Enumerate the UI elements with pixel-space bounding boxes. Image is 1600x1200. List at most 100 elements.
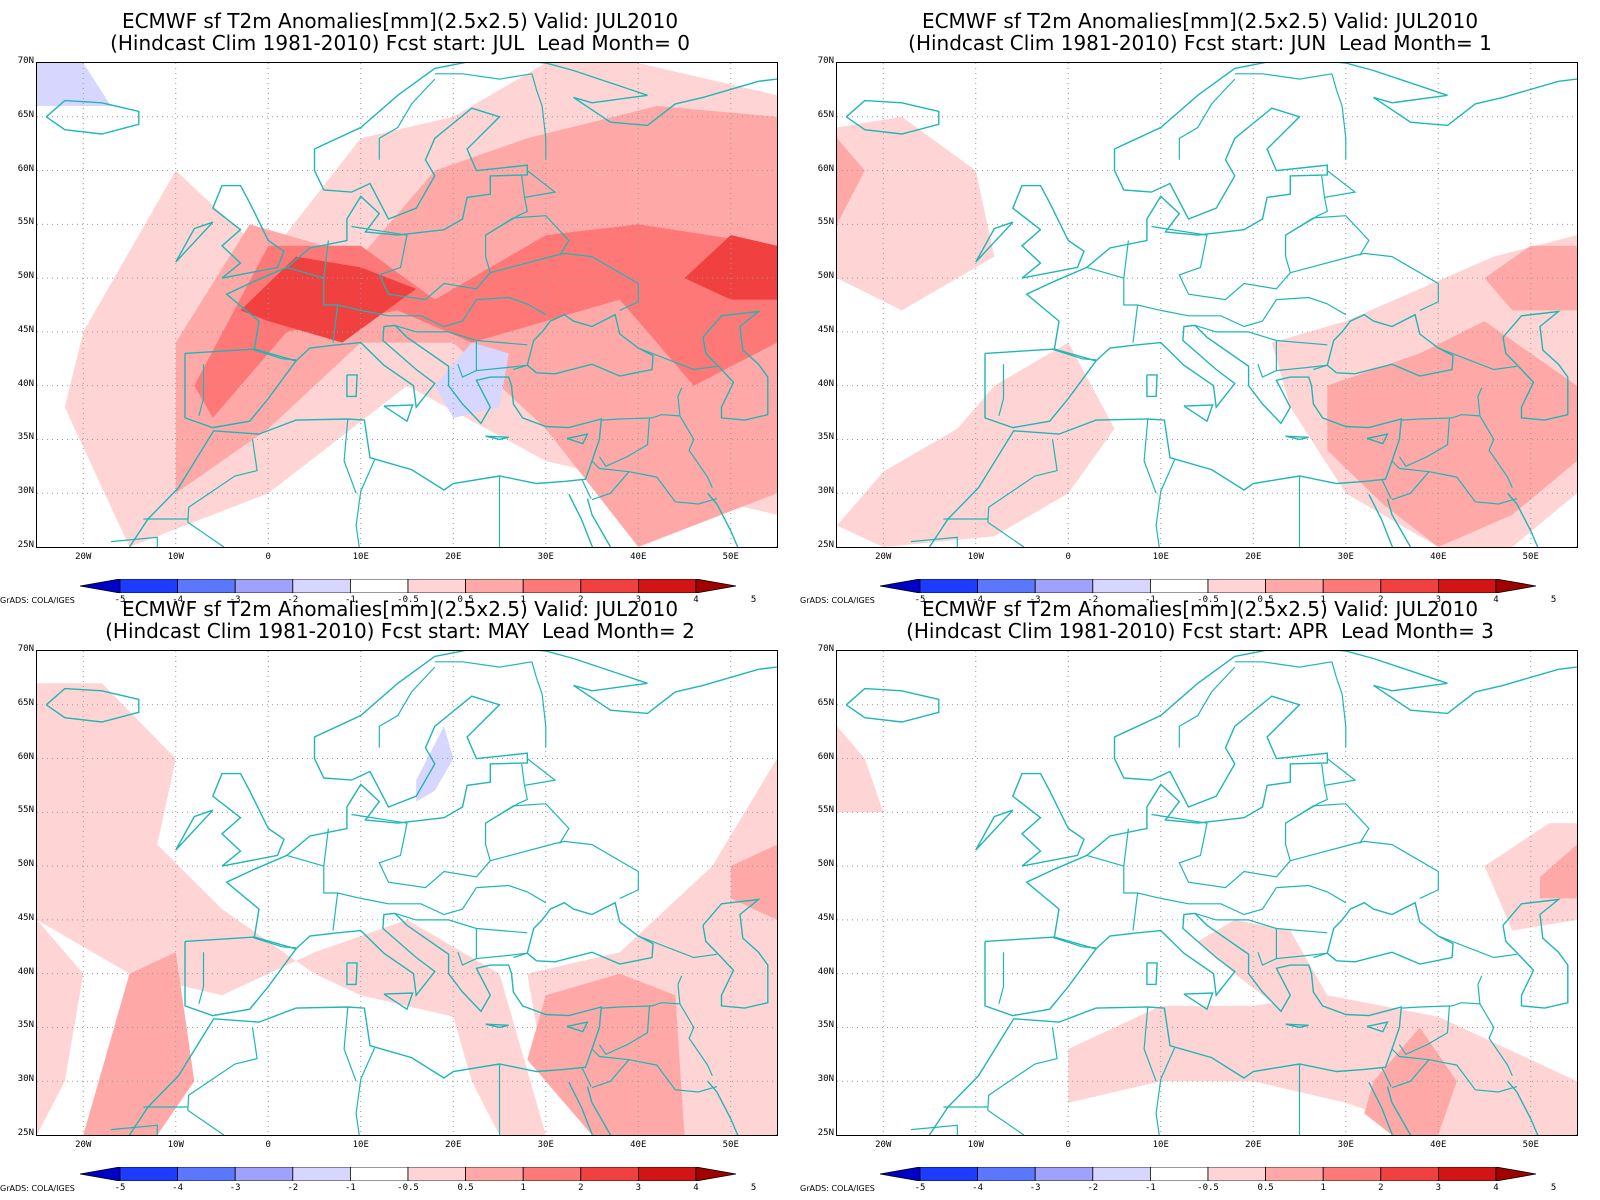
coastline <box>1368 493 1398 547</box>
lon-label: 20E <box>1245 1140 1262 1150</box>
country-border <box>1051 936 1097 949</box>
colorbar-swatch <box>119 1167 178 1181</box>
map-panel-lead-1: ECMWF sf T2m Anomalies[mm](2.5x2.5) Vali… <box>800 0 1600 605</box>
colorbar <box>80 579 736 593</box>
anomaly-map-svg <box>37 63 777 547</box>
country-border <box>638 347 717 371</box>
anomaly-region <box>1068 995 1577 1135</box>
colorbar-swatch <box>1149 1167 1209 1181</box>
coastline <box>984 936 1098 1017</box>
colorbar-swatch <box>695 579 736 593</box>
colorbar-swatch <box>177 1167 236 1181</box>
map-panel-lead-3: ECMWF sf T2m Anomalies[mm](2.5x2.5) Vali… <box>800 588 1600 1193</box>
coastline <box>586 1086 612 1135</box>
colorbar-swatch <box>234 1167 294 1181</box>
lat-label: 55N <box>17 805 34 816</box>
country-border <box>1151 763 1328 889</box>
colorbar-tick-label: -4 <box>972 595 984 605</box>
lat-label: 35N <box>17 1020 34 1031</box>
colorbar-tick-label: -2 <box>287 1183 299 1193</box>
anomaly-region <box>37 683 546 1135</box>
coastline <box>383 992 414 1011</box>
country-border <box>355 1047 376 1135</box>
colorbar-tick-label: 0.5 <box>457 1183 474 1193</box>
map-panel-lead-0: ECMWF sf T2m Anomalies[mm](2.5x2.5) Vali… <box>0 0 800 605</box>
country-border <box>1324 170 1357 198</box>
anomaly-region <box>37 63 111 106</box>
anomaly-region <box>83 952 195 1135</box>
colorbar-swatch <box>292 1167 351 1181</box>
coastline <box>568 493 598 547</box>
country-border <box>187 1109 225 1135</box>
country-border <box>601 387 683 421</box>
coastline <box>707 492 777 547</box>
country-border <box>394 912 528 934</box>
colorbar-tick-label: -5 <box>114 1183 126 1193</box>
colorbar-tick-label: 3 <box>1435 1183 1442 1193</box>
anomaly-region <box>837 138 865 225</box>
country-border <box>1381 1066 1392 1087</box>
country-border <box>286 266 339 343</box>
colorbar-tick-label: -0.5 <box>1197 595 1219 605</box>
country-border <box>591 1048 631 1089</box>
coastline <box>984 348 1098 429</box>
coastline <box>1386 498 1412 547</box>
lat-label: 65N <box>17 697 34 708</box>
coastline <box>211 184 285 279</box>
lon-label: 20W <box>875 1140 892 1150</box>
lon-label: 30E <box>1337 1140 1354 1150</box>
lat-label: 55N <box>817 217 834 228</box>
colorbar-tick-label: -2 <box>287 595 299 605</box>
colorbar-tick-label: 1 <box>1320 595 1326 605</box>
country-border <box>513 364 528 371</box>
colorbar-swatch <box>1495 1167 1536 1181</box>
panel-title-line2: (Hindcast Clim 1981-2010) Fcst start: JU… <box>110 31 690 55</box>
colorbar-tick-label: 5 <box>750 1183 757 1193</box>
country-border <box>987 1109 1025 1135</box>
coastline <box>225 63 777 350</box>
coastline <box>526 313 654 377</box>
colorbar-tick-label: -2 <box>1087 595 1099 605</box>
country-border <box>1086 266 1139 343</box>
lon-label: 10W <box>167 552 184 562</box>
coastline <box>1366 1021 1389 1033</box>
country-border <box>1401 387 1483 421</box>
coastline <box>1507 1080 1577 1135</box>
country-border <box>323 240 329 279</box>
coastline <box>225 651 777 938</box>
anomaly-region <box>1540 844 1577 899</box>
coastline <box>1502 310 1569 421</box>
country-border <box>1438 935 1517 959</box>
country-border <box>1155 459 1176 547</box>
colorbar-swatch <box>407 1167 466 1181</box>
coastline <box>928 912 1403 1135</box>
colorbar-swatch <box>919 1167 978 1181</box>
country-border <box>1438 347 1517 371</box>
coastline <box>1507 492 1577 547</box>
country-border <box>1285 803 1370 844</box>
colorbar-tick-label: 1 <box>1320 1183 1326 1193</box>
country-border <box>1398 417 1450 468</box>
colorbar-tick-label: -0.5 <box>1197 1183 1219 1193</box>
lat-label: 50N <box>817 859 834 870</box>
country-border <box>679 1003 713 1077</box>
country-border <box>1331 661 1347 748</box>
anomaly-map-svg <box>837 651 1577 1135</box>
colorbar-tick-label: 3 <box>635 595 642 605</box>
colorbar <box>880 1167 1536 1181</box>
lon-label: 10E <box>352 552 369 562</box>
lat-label: 50N <box>17 271 34 282</box>
coastline <box>586 498 612 547</box>
country-border <box>1391 1048 1431 1089</box>
anomaly-region <box>1197 919 1328 1017</box>
country-border <box>378 78 436 160</box>
country-border <box>1151 175 1328 301</box>
coastline <box>526 901 654 965</box>
lat-label: 25N <box>17 540 34 550</box>
anomaly-region <box>837 342 1115 547</box>
colorbar-swatch <box>80 1167 121 1181</box>
colorbar-tick-label: 0.5 <box>1257 595 1274 605</box>
lat-label: 60N <box>17 163 34 174</box>
coastline <box>184 348 298 429</box>
colorbar-swatch <box>1034 1167 1094 1181</box>
